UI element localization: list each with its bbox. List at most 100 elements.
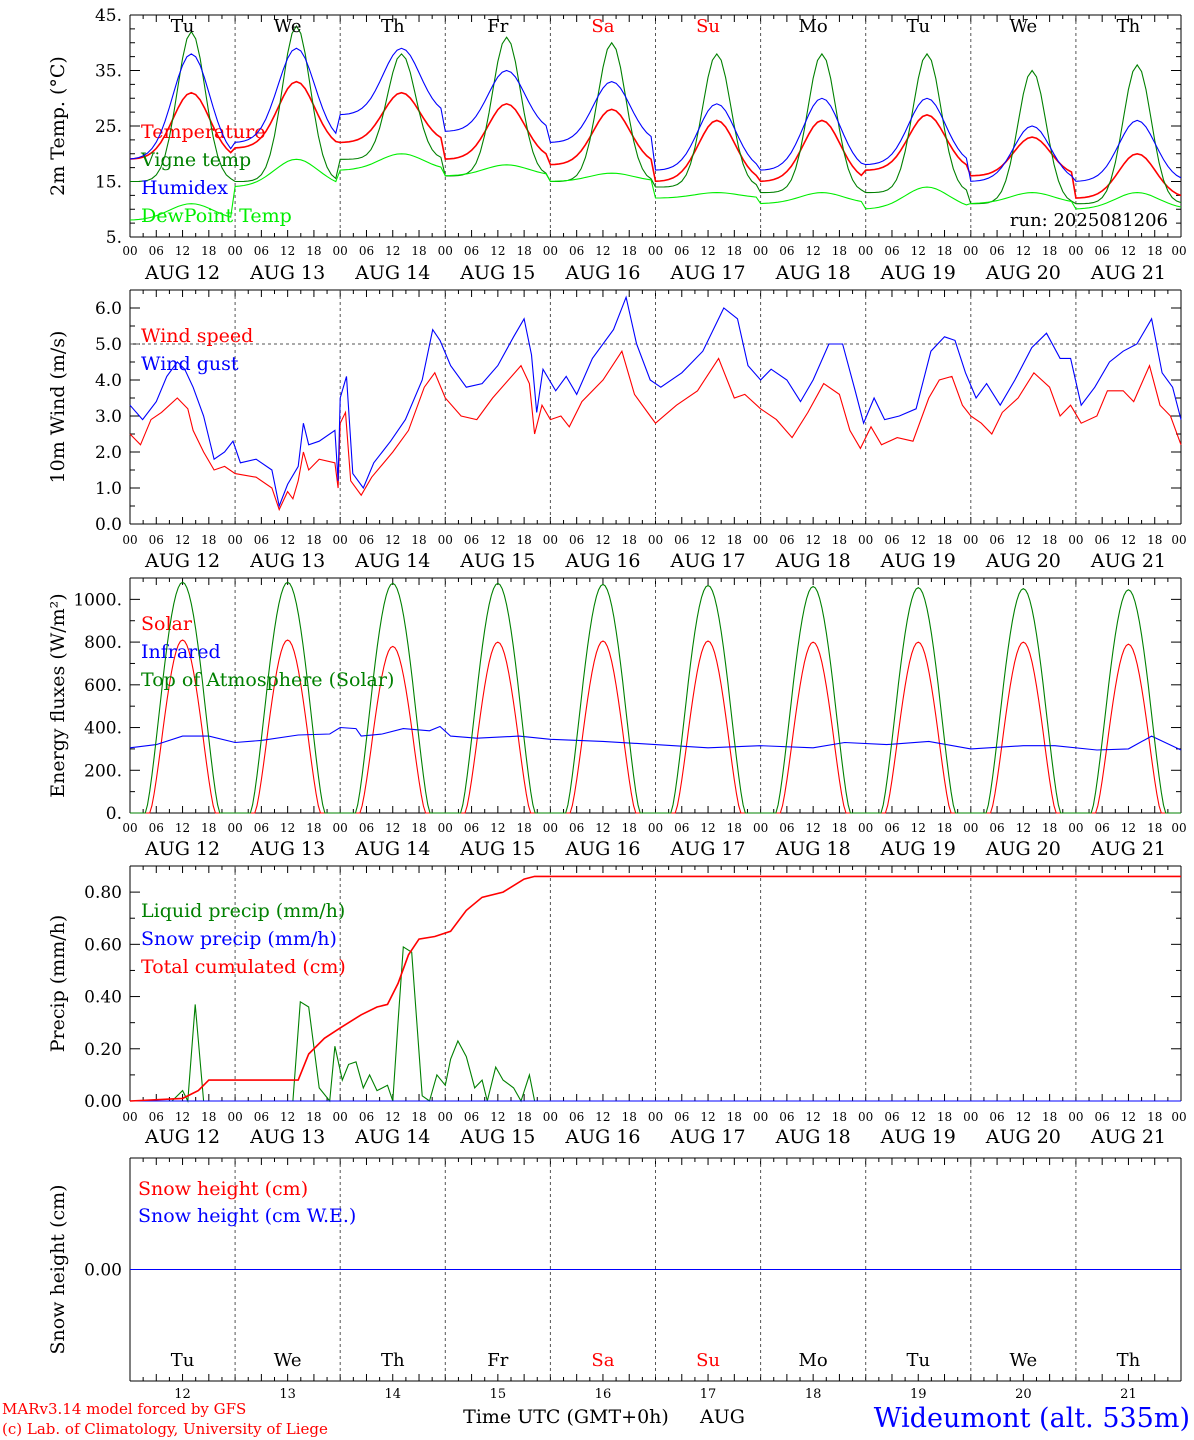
series-line-wind-gust [129, 295, 1182, 508]
x-tick-label: 12 [595, 1110, 610, 1124]
legend-entry: Total cumulated (cm) [141, 956, 346, 978]
x-tick-label: 12 [806, 1110, 821, 1124]
date-label: AUG 21 [1090, 550, 1166, 572]
x-tick-label: 00 [1068, 1110, 1083, 1124]
x-tick-label: 12 [175, 1110, 190, 1124]
x-tick-label: 18 [516, 244, 531, 258]
x-tick-label: 18 [1042, 821, 1057, 835]
x-tick-label: 18 [622, 533, 637, 547]
date-label: AUG 15 [459, 838, 535, 860]
date-label: AUG 18 [775, 550, 851, 572]
x-tick-label: 18 [832, 821, 847, 835]
x-tick-label: 06 [254, 821, 269, 835]
weekday-label: Fr [487, 16, 508, 37]
x-tick-label: 00 [227, 244, 242, 258]
y-tick-label: 0.00 [84, 1092, 122, 1112]
series-line-humidex [129, 47, 1182, 182]
y-axis-label: Energy fluxes (W/m²) [47, 593, 69, 797]
x-tick-label: 18 [1042, 533, 1057, 547]
x-tick-label: 00 [963, 533, 978, 547]
x-tick-label: 00 [753, 821, 768, 835]
y-tick-label: 0.0 [95, 515, 122, 535]
legend-entry: Infrared [141, 641, 221, 663]
date-label: AUG 15 [459, 1126, 535, 1148]
y-tick-label: 600. [84, 676, 122, 696]
legend-entry: Humidex [141, 177, 228, 199]
x-tick-label: 00 [333, 244, 348, 258]
x-tick-label: 12 [806, 821, 821, 835]
x-tick-label: 00 [1171, 821, 1186, 835]
x-tick-label: 06 [674, 533, 689, 547]
x-tick-label: 06 [779, 533, 794, 547]
x-tick-label: 00 [543, 821, 558, 835]
x-tick-label: 18 [937, 1110, 952, 1124]
legend-entry: Wind gust [141, 353, 239, 375]
x-tick-label: 06 [254, 1110, 269, 1124]
x-tick-label: 12 [385, 821, 400, 835]
series-line-total-cumulated-cm [129, 875, 1181, 1102]
x-tick-label: 18 [832, 244, 847, 258]
day-number-label: 19 [910, 1387, 927, 1402]
x-tick-label: 12 [1121, 1110, 1136, 1124]
x-tick-label: 06 [884, 533, 899, 547]
x-tick-label: 06 [359, 821, 374, 835]
x-tick-label: 00 [1068, 244, 1083, 258]
date-label: AUG 15 [459, 550, 535, 572]
x-tick-label: 00 [543, 244, 558, 258]
date-label: AUG 14 [354, 262, 430, 284]
date-label: AUG 12 [144, 550, 220, 572]
x-tick-label: 18 [937, 244, 952, 258]
x-tick-label: 12 [385, 244, 400, 258]
weekday-label: Tu [906, 16, 930, 37]
x-tick-label: 18 [516, 821, 531, 835]
x-tick-label: 12 [911, 533, 926, 547]
weekday-label: Mo [799, 1350, 828, 1371]
x-tick-label: 00 [753, 1110, 768, 1124]
date-label: AUG 17 [669, 262, 745, 284]
x-tick-label: 00 [963, 821, 978, 835]
legend-entry: Solar [141, 613, 193, 635]
y-tick-label: 3.0 [95, 407, 122, 427]
date-label: AUG 12 [144, 1126, 220, 1148]
date-label: AUG 17 [669, 1126, 745, 1148]
y-tick-label: 400. [84, 719, 122, 739]
day-number-label: 13 [279, 1387, 296, 1402]
x-tick-label: 18 [1147, 244, 1162, 258]
y-axis-label: Precip (mm/h) [47, 915, 69, 1053]
day-number-label: 16 [595, 1387, 612, 1402]
x-tick-label: 06 [1095, 821, 1110, 835]
x-tick-label: 00 [438, 821, 453, 835]
weekday-label: Fr [487, 1350, 508, 1371]
x-tick-label: 18 [306, 821, 321, 835]
x-tick-label: 06 [464, 821, 479, 835]
y-tick-label: 5.0 [95, 335, 122, 355]
date-label: AUG 18 [775, 838, 851, 860]
x-tick-label: 12 [490, 1110, 505, 1124]
x-tick-label: 12 [1016, 1110, 1031, 1124]
x-tick-label: 06 [464, 244, 479, 258]
x-tick-label: 00 [648, 244, 663, 258]
x-tick-label: 12 [385, 1110, 400, 1124]
x-tick-label: 06 [359, 1110, 374, 1124]
weekday-label: We [274, 1350, 302, 1371]
x-tick-label: 12 [700, 244, 715, 258]
x-tick-label: 06 [1095, 1110, 1110, 1124]
date-label: AUG 12 [144, 838, 220, 860]
x-tick-label: 18 [727, 244, 742, 258]
x-tick-label: 18 [1042, 1110, 1057, 1124]
x-tick-label: 12 [700, 821, 715, 835]
x-tick-label: 00 [858, 533, 873, 547]
date-label: AUG 13 [249, 262, 325, 284]
date-label: AUG 21 [1090, 838, 1166, 860]
date-label: AUG 12 [144, 262, 220, 284]
day-number-label: 12 [174, 1387, 191, 1402]
y-tick-label: 4.0 [95, 371, 122, 391]
x-tick-label: 12 [700, 1110, 715, 1124]
date-label: AUG 20 [985, 550, 1061, 572]
date-label: AUG 18 [775, 1126, 851, 1148]
x-tick-label: 12 [595, 821, 610, 835]
weekday-label: We [274, 16, 302, 37]
x-tick-label: 12 [280, 244, 295, 258]
date-label: AUG 17 [669, 838, 745, 860]
x-tick-label: 00 [333, 533, 348, 547]
